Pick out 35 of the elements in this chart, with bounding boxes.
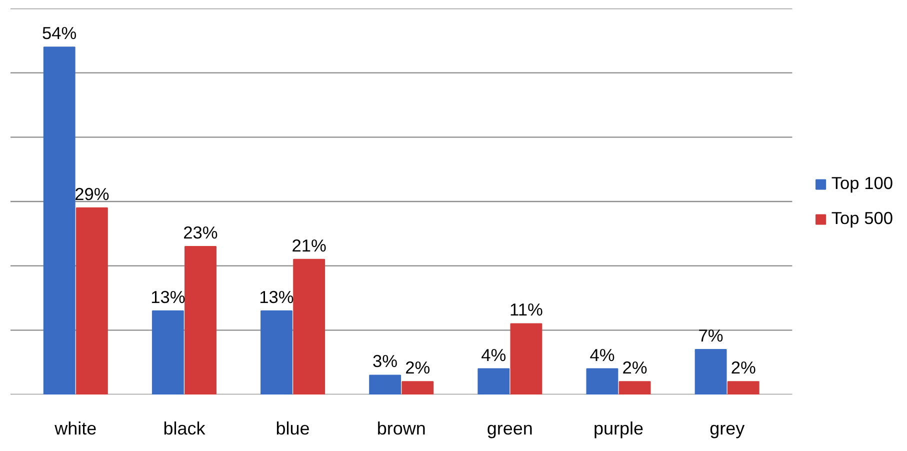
x-tick-label: blue (276, 418, 310, 438)
data-label: 21% (292, 235, 326, 256)
bar (184, 246, 216, 394)
data-label: 2% (730, 358, 756, 378)
bar (586, 368, 618, 394)
data-label: 7% (698, 325, 724, 346)
bar (260, 310, 292, 394)
x-tick-label: green (486, 418, 533, 438)
legend-label: Top 100 (831, 173, 893, 194)
data-label: 4% (590, 344, 615, 365)
bar (293, 258, 326, 394)
bar (369, 374, 402, 394)
bar (402, 381, 434, 394)
legend-label: Top 500 (831, 208, 893, 229)
data-label: 23% (183, 222, 218, 243)
x-tick-label: white (54, 418, 97, 438)
bar (510, 323, 542, 394)
bar (694, 348, 727, 394)
bar (618, 381, 651, 394)
bar (478, 368, 510, 394)
bar (43, 46, 76, 394)
bar (727, 381, 760, 394)
x-tick-label: brown (376, 418, 426, 438)
data-label: 2% (622, 358, 648, 378)
x-tick-label: purple (593, 418, 644, 438)
x-tick-label: grey (710, 418, 745, 438)
data-label: 3% (372, 351, 398, 372)
bar (152, 310, 184, 394)
data-label: 11% (510, 300, 543, 320)
data-label: 54% (42, 23, 77, 44)
x-tick-label: black (163, 418, 206, 438)
data-label: 2% (405, 358, 430, 378)
bar (76, 207, 108, 394)
data-label: 4% (481, 344, 506, 365)
data-label: 29% (74, 184, 110, 204)
